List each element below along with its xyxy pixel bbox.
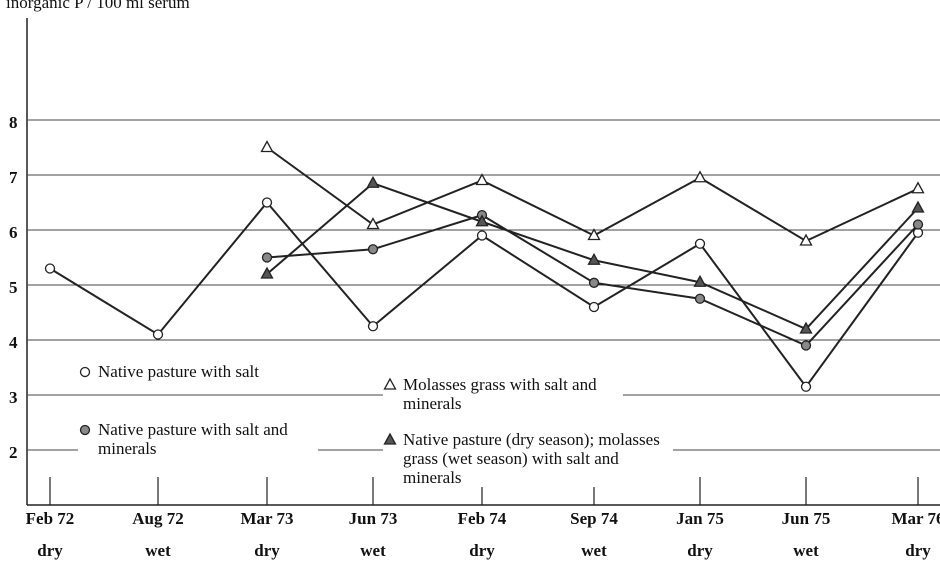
point [383, 432, 397, 445]
y-tick-label: 5 [9, 278, 18, 297]
point [911, 200, 925, 213]
point [261, 252, 273, 263]
y-tick-label: 8 [9, 113, 18, 132]
x-tick-label: Feb 72 [26, 509, 75, 528]
point [693, 274, 707, 287]
season-label: wet [145, 541, 171, 560]
point [800, 381, 812, 392]
point [367, 321, 379, 332]
legend-label: Native pasture with salt [98, 362, 259, 381]
point [694, 238, 706, 249]
y-tick-label: 2 [9, 443, 18, 462]
legend-marker [79, 424, 91, 436]
x-tick-label: Feb 74 [458, 509, 507, 528]
legend-label: Native pasture with salt and minerals [98, 420, 288, 458]
point [366, 217, 380, 230]
y-tick-label: 7 [9, 168, 18, 187]
point [79, 424, 91, 436]
point [367, 244, 379, 255]
point [261, 197, 273, 208]
x-tick-label: Mar 76 [891, 509, 940, 528]
season-label: dry [687, 541, 713, 560]
point [694, 293, 706, 304]
point [588, 277, 600, 288]
point [912, 219, 924, 230]
point [799, 321, 813, 334]
x-tick-label: Jun 75 [782, 509, 831, 528]
legend-entry: Molasses grass with salt and minerals [383, 375, 623, 413]
y-tick-label: 4 [9, 333, 18, 352]
point [475, 173, 489, 186]
legend-marker [383, 432, 397, 445]
season-label: dry [905, 541, 931, 560]
legend-marker [79, 366, 91, 378]
point [799, 233, 813, 246]
point [44, 263, 56, 274]
point [587, 228, 601, 241]
legend-label: Molasses grass with salt and minerals [403, 375, 597, 413]
point [366, 175, 380, 188]
x-tick-label: Mar 73 [240, 509, 293, 528]
legend-entry: Native pasture (dry season); molasses gr… [383, 430, 673, 487]
legend-label: Native pasture (dry season); molasses gr… [403, 430, 660, 487]
point [260, 140, 274, 153]
x-tick-label: Jan 75 [676, 509, 724, 528]
y-tick-label: 3 [9, 388, 18, 407]
season-label: wet [793, 541, 819, 560]
legend-entry: Native pasture with salt [78, 362, 268, 381]
point [588, 301, 600, 313]
y-tick-label: 6 [9, 223, 18, 242]
point [476, 230, 488, 241]
point [587, 252, 601, 265]
x-tick-label: Aug 72 [132, 509, 183, 528]
season-label: dry [254, 541, 280, 560]
point [383, 377, 397, 390]
season-label: dry [37, 541, 63, 560]
season-label: wet [360, 541, 386, 560]
point [475, 214, 489, 227]
x-tick-label: Jun 73 [349, 509, 398, 528]
point [911, 181, 925, 194]
legend-entry: Native pasture with salt and minerals [78, 420, 318, 458]
point [800, 340, 812, 351]
point [693, 170, 707, 183]
season-label: wet [581, 541, 607, 560]
legend-marker [383, 377, 397, 390]
season-label: dry [469, 541, 495, 560]
point [79, 366, 91, 378]
x-tick-label: Sep 74 [570, 509, 618, 528]
point [152, 329, 164, 340]
y-axis-label: inorganic P / 100 ml serum [6, 0, 190, 12]
point [260, 266, 274, 279]
series-line [266, 146, 919, 243]
